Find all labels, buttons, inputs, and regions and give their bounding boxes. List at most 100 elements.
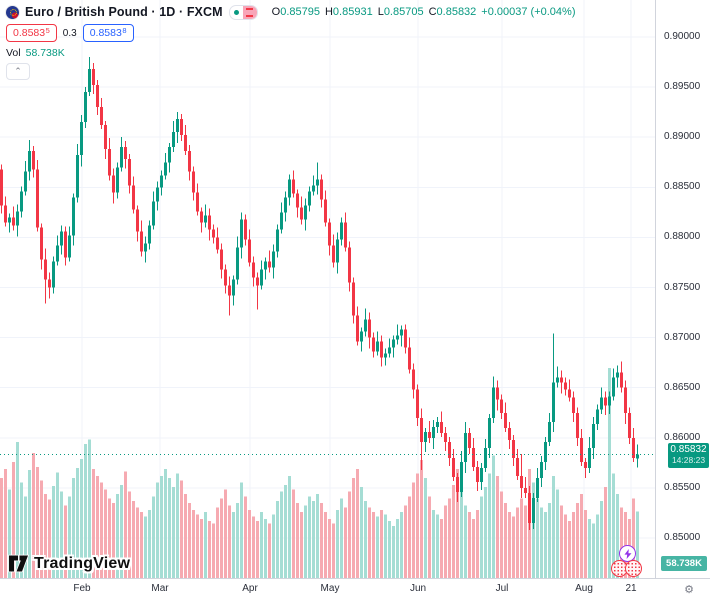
spread-value: 0.3 [62,27,77,39]
volume-bar [40,480,43,578]
time-axis[interactable]: Feb Mar Apr May Jun Jul Aug 21 [0,578,710,600]
time-tick-label: Feb [73,583,91,594]
time-axis-settings-button[interactable]: ⚙ [681,581,697,597]
candle-body [384,353,387,358]
time-tick-label: 21 [625,583,637,594]
buy-ask-button[interactable]: 0.8583 8 [82,24,134,42]
volume-bar [52,486,55,578]
volume-bar [160,475,163,578]
volume-bar [132,500,135,578]
reaction-sticker-icon[interactable] [625,560,642,577]
volume-bar [268,523,271,578]
volume-bar [104,489,107,578]
candle-body [120,147,123,168]
price-tick-label: 0.89000 [664,131,701,143]
volume-bar [216,507,219,578]
candle-body [388,347,391,354]
candle-body [628,412,631,438]
volume-bar [92,469,95,578]
volume-bar [596,514,599,578]
candle-body [228,285,231,296]
symbol-title[interactable]: Euro / British Pound · 1D · FXCM [25,5,223,19]
candle-body [308,191,311,206]
candle-body [372,337,375,352]
sell-bid-button[interactable]: 0.8583 5 [6,24,57,42]
candle-body [480,467,483,482]
volume-bar [616,494,619,578]
volume-bar [424,478,427,578]
volume-bar [360,487,363,578]
volume-bar [236,503,239,578]
volume-bar [580,494,583,578]
price-tick-label: 0.87500 [664,281,701,293]
collapse-legend-button[interactable]: ⌃ [6,63,30,80]
volume-bar [460,489,463,578]
volume-row: Vol 58.738K [6,46,575,59]
candle-body [284,197,287,213]
candle-body [292,179,295,194]
candle-body [556,377,559,383]
candle-body [152,201,155,226]
candle-body [20,191,23,212]
volume-bar [412,482,415,578]
volume-bar [68,496,71,578]
volume-bar [608,368,611,578]
candle-body [452,457,455,477]
candle-body [176,119,179,133]
candle-body [96,85,99,108]
tradingview-logo[interactable]: TradingView [8,554,130,573]
volume-bar [12,462,15,578]
candle-body [132,185,135,210]
candle-body [180,119,183,136]
volume-bar [264,518,267,578]
volume-bar [80,458,83,578]
volume-bar [368,507,371,578]
volume-bar [232,512,235,578]
volume-bar [124,471,127,578]
volume-bar [8,489,11,578]
volume-bar [248,509,251,578]
candle-body [348,247,351,283]
volume-bar [392,525,395,578]
candle-body [604,397,607,406]
volume-bar [396,518,399,578]
candle-body [608,396,611,406]
candle-body [296,193,299,208]
price-axis[interactable]: 0.90000 0.89500 0.89000 0.88500 0.88000 0.875… [655,0,710,578]
candle-body [496,387,499,400]
candle-body [328,222,331,246]
candle-body [416,389,419,418]
market-status-pill[interactable] [228,4,258,20]
candle-body [572,397,575,413]
ohlc-values: O0.85795 H0.85931 L0.85705 C0.85832 +0.0… [271,6,576,18]
candle-body [240,219,243,248]
volume-bar [552,475,555,578]
candle-body [252,262,255,278]
volume-bar [504,503,507,578]
market-open-dot-icon [230,9,243,15]
volume-bar [312,500,315,578]
volume-bar [196,514,199,578]
candle-body [436,421,439,427]
volume-bar [420,459,423,578]
volume-bar [220,498,223,578]
volume-bar [316,494,319,578]
candle-body [612,377,615,397]
volume-bar [456,469,459,578]
candle-body [464,432,467,462]
candle-body [192,171,195,193]
volume-bar [260,512,263,578]
candle-body [216,237,219,250]
volume-axis-flag: 58.738K [661,556,707,571]
volume-bar [544,512,547,578]
volume-bar [452,484,455,578]
candle-body [220,249,223,270]
volume-bar [480,496,483,578]
price-tick-label: 0.87000 [664,331,701,343]
candle-body [536,477,539,498]
candle-body [200,211,203,223]
candle-body [24,171,27,192]
candle-body [32,151,35,170]
